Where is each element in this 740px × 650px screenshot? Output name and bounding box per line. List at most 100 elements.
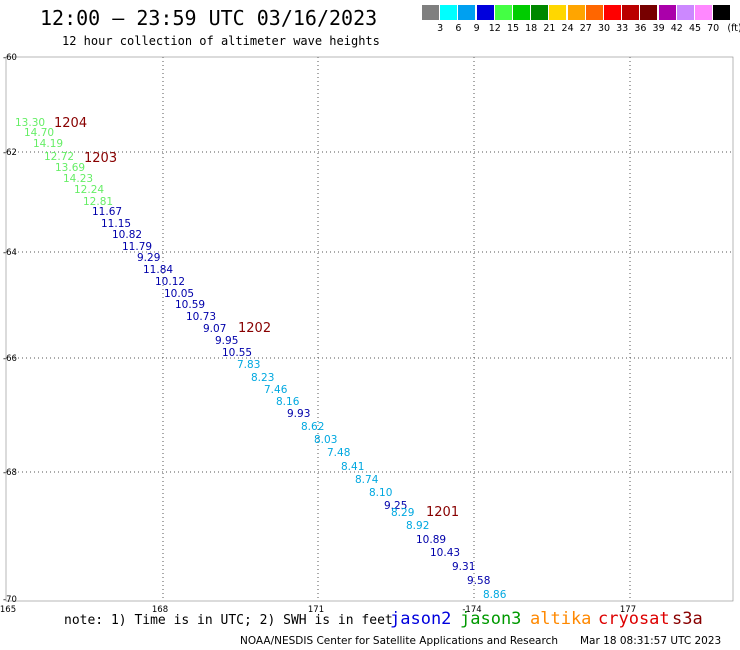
scale-label: 36 (634, 23, 647, 34)
wave-height-reading: 14.23 (63, 173, 93, 185)
wave-height-reading: 9.31 (452, 561, 475, 573)
lon-tick-label: 165 (0, 605, 16, 615)
page-subtitle: 12 hour collection of altimeter wave hei… (62, 34, 380, 48)
wave-height-reading: 9.93 (287, 408, 310, 420)
scale-label: 30 (597, 23, 611, 34)
wave-height-reading: 10.05 (164, 288, 194, 300)
scale-swatch (695, 5, 712, 20)
lon-tick-label: 171 (308, 605, 324, 615)
wave-height-reading: 10.55 (222, 347, 252, 359)
wave-height-reading: 14.70 (24, 127, 54, 139)
wave-height-reading: 8.23 (251, 372, 274, 384)
scale-swatch (658, 5, 676, 20)
scale-label: 9 (473, 23, 480, 34)
scale-label: 39 (652, 23, 665, 34)
scale-label: 45 (688, 23, 702, 34)
wave-height-reading: 8.16 (276, 396, 300, 408)
scale-unit: (ft) (727, 23, 740, 34)
scale-swatch (585, 5, 603, 20)
wave-height-reading: 7.46 (264, 384, 288, 396)
wave-height-reading: 10.73 (186, 311, 216, 323)
wave-height-reading: 8.10 (369, 487, 392, 499)
pass-time-label: 1202 (238, 321, 271, 336)
scale-swatch (567, 5, 585, 20)
scale-swatch (604, 5, 621, 20)
wave-height-reading: 8.86 (483, 589, 507, 601)
legend-cryosat: cryosat (598, 609, 670, 629)
legend-jason2: jason2 (390, 609, 452, 629)
wave-height-reading: 8.41 (341, 461, 364, 473)
wave-height-reading: 10.43 (430, 547, 460, 559)
lat-tick-label: -70 (3, 595, 17, 605)
wave-height-reading: 8.74 (355, 474, 379, 486)
wave-height-reading: 12.81 (83, 196, 113, 208)
lat-tick-label: -68 (3, 468, 17, 478)
generated-timestamp: Mar 18 08:31:57 UTC 2023 (580, 635, 722, 647)
wave-height-reading: 9.58 (467, 575, 490, 587)
wave-height-reading: 7.83 (237, 359, 260, 371)
lat-tick-label: -64 (3, 248, 17, 258)
wave-height-reading: 7.48 (327, 447, 350, 459)
scale-swatch (513, 5, 530, 20)
wave-height-reading: 10.82 (112, 229, 142, 241)
lat-tick-label: -60 (3, 53, 17, 63)
legend-altika: altika (530, 609, 592, 629)
wave-height-reading: 11.15 (101, 218, 131, 230)
wave-height-reading: 9.07 (203, 323, 226, 335)
scale-swatch (640, 5, 658, 20)
scale-label: 18 (525, 23, 538, 34)
wave-height-reading: 10.12 (155, 276, 185, 288)
wave-height-reading: 9.95 (215, 335, 238, 347)
scale-label: 6 (455, 23, 462, 34)
pass-time-label: 1203 (84, 151, 117, 166)
wave-height-reading: 12.24 (74, 184, 104, 196)
scale-swatch (422, 5, 439, 20)
wave-height-reading: 11.67 (92, 206, 122, 218)
wave-height-reading: 13.69 (55, 162, 85, 174)
scale-swatch (458, 5, 476, 20)
map-frame (5, 56, 734, 602)
lon-tick-label: -174 (462, 605, 481, 615)
wave-height-reading: 14.19 (33, 138, 63, 150)
pass-time-label: 1204 (54, 116, 87, 131)
scale-label: 70 (707, 23, 720, 34)
wave-height-reading: 8.92 (406, 520, 429, 532)
lat-tick-label: -62 (3, 148, 17, 158)
scale-label: 21 (543, 23, 556, 34)
wave-height-reading: 8.62 (301, 421, 324, 433)
scale-swatch (713, 5, 731, 20)
scale-swatch (531, 5, 549, 20)
credit-line: NOAA/NESDIS Center for Satellite Applica… (240, 635, 558, 647)
wave-height-reading: 10.89 (416, 534, 446, 546)
legend-jason3: jason3 (460, 609, 522, 629)
lon-tick-label: 168 (152, 605, 168, 615)
lat-tick-label: -66 (3, 354, 17, 364)
scale-swatch (440, 5, 458, 20)
wave-height-reading: 10.59 (175, 299, 205, 311)
wave-height-reading: 11.84 (143, 264, 173, 276)
wave-height-reading: 12.72 (44, 151, 74, 163)
scale-label: 42 (670, 23, 683, 34)
scale-label: 12 (488, 23, 501, 34)
scale-swatch (676, 5, 694, 20)
scale-label: 27 (579, 23, 592, 34)
wave-height-reading: 8.03 (314, 434, 337, 446)
wave-height-reading: 8.29 (391, 507, 414, 519)
scale-label: 15 (506, 23, 520, 34)
wave-height-reading: 9.25 (384, 500, 407, 512)
scale-swatch (476, 5, 494, 20)
scale-label: 24 (561, 23, 574, 34)
scale-label: 3 (437, 23, 444, 34)
legend-s3a: s3a (672, 609, 703, 629)
lon-tick-label: 177 (620, 605, 636, 615)
wave-height-reading: 13.30 (15, 117, 45, 129)
wave-height-reading: 11.79 (122, 241, 152, 253)
scale-swatch (549, 5, 567, 20)
wave-height-reading: 9.29 (137, 252, 160, 264)
footer-note: note: 1) Time is in UTC; 2) SWH is in fe… (64, 613, 393, 628)
pass-time-label: 1201 (426, 505, 459, 520)
scale-swatch (622, 5, 640, 20)
scale-label: 33 (616, 23, 629, 34)
scale-swatch (494, 5, 512, 20)
